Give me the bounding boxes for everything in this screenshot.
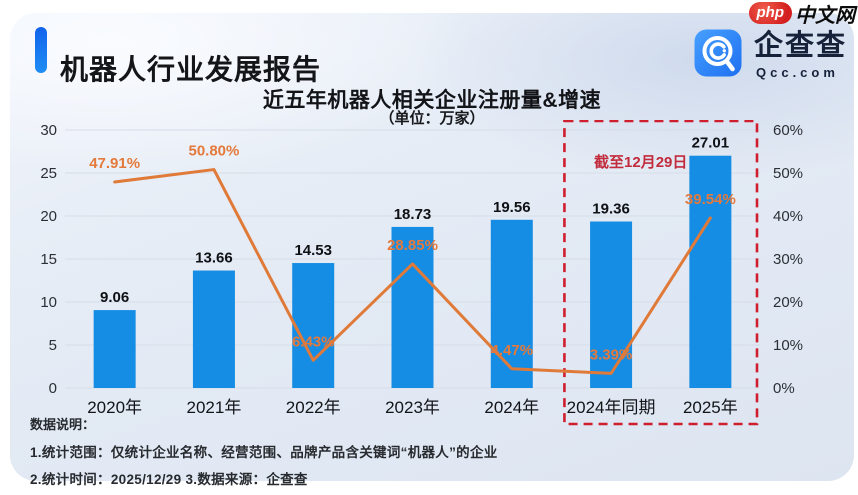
growth-rate-label: 28.85% [387, 237, 438, 254]
bar [192, 270, 235, 388]
php-cn-watermark: php 中文网 [748, 1, 855, 27]
growth-rate-line [113, 168, 712, 375]
left-axis-tick-label: 20 [40, 208, 57, 225]
left-axis-tick-label: 15 [40, 251, 57, 268]
growth-rate-label: 4.47% [491, 342, 534, 359]
right-axis-tick-label: 40% [773, 208, 803, 225]
right-axis-tick-label: 0% [773, 380, 795, 397]
left-axis-tick-label: 25 [40, 165, 57, 182]
qcc-logo-domain: Qcc.com [756, 65, 839, 80]
chart-unit-note: （单位：万家） [379, 110, 485, 127]
left-axis-tick-label: 10 [40, 294, 57, 311]
report-card: 机器人行业发展报告 [10, 13, 854, 487]
left-axis-tick-label: 5 [49, 337, 57, 354]
data-notes-scope: 1.统计范围：仅统计企业名称、经营范围、品牌产品含关键词“机器人”的企业 [30, 445, 498, 460]
bar-value-label: 18.73 [394, 206, 432, 223]
right-axis-tick-label: 50% [773, 165, 803, 182]
growth-rate-label: 39.54% [685, 191, 736, 208]
bar [292, 263, 335, 388]
growth-rate-label: 3.39% [590, 346, 633, 363]
highlight-dashed-box [563, 120, 759, 426]
right-axis-tick-label: 20% [773, 294, 803, 311]
header-accent-bar [35, 27, 47, 73]
bar-value-label: 9.06 [100, 289, 129, 306]
growth-rate-label: 47.91% [89, 155, 140, 172]
bar-value-label: 19.56 [493, 199, 531, 216]
x-axis-category-label: 2025年 [683, 398, 738, 417]
cutoff-date-annotation: 截至12月29日 [594, 153, 687, 171]
x-axis-category-label: 2024年同期 [567, 398, 656, 417]
report-title: 机器人行业发展报告 [60, 53, 322, 85]
growth-rate-label: 50.80% [188, 143, 239, 160]
left-axis-tick-label: 0 [49, 380, 57, 397]
bar-value-label: 13.66 [195, 250, 233, 267]
bar [391, 226, 434, 388]
qcc-magnifier-icon [694, 29, 742, 77]
registrations-growth-chart: 0 0%5 10%10 20%15 30%20 40%25 50%30 60%截至12月29日… [40, 120, 803, 426]
php-cn-site-name: 中文网 [795, 4, 855, 27]
bar-value-label: 19.36 [592, 201, 630, 218]
growth-rate-label: 6.43% [292, 333, 335, 350]
data-notes-time-source: 2.统计时间：2025/12/29 3.数据来源：企查查 [30, 472, 308, 487]
bar [689, 155, 732, 388]
qcc-logo-name: 企查查 [754, 30, 848, 62]
php-logo-badge: php [748, 2, 792, 24]
bar [93, 310, 136, 388]
right-axis-tick-label: 30% [773, 251, 803, 268]
bar [590, 221, 633, 388]
data-notes-heading: 数据说明： [30, 417, 96, 432]
chart-title: 近五年机器人相关企业注册量&增速 [262, 89, 602, 112]
bar-value-label: 27.01 [692, 135, 730, 152]
bar-value-label: 14.53 [294, 242, 332, 259]
qcc-logo: 企查查 Qcc.com [694, 29, 850, 81]
bar [490, 219, 533, 388]
right-axis-tick-label: 10% [773, 337, 803, 354]
data-notes: 数据说明： 1.统计范围：仅统计企业名称、经营范围、品牌产品含关键词“机器人”的… [30, 414, 498, 495]
